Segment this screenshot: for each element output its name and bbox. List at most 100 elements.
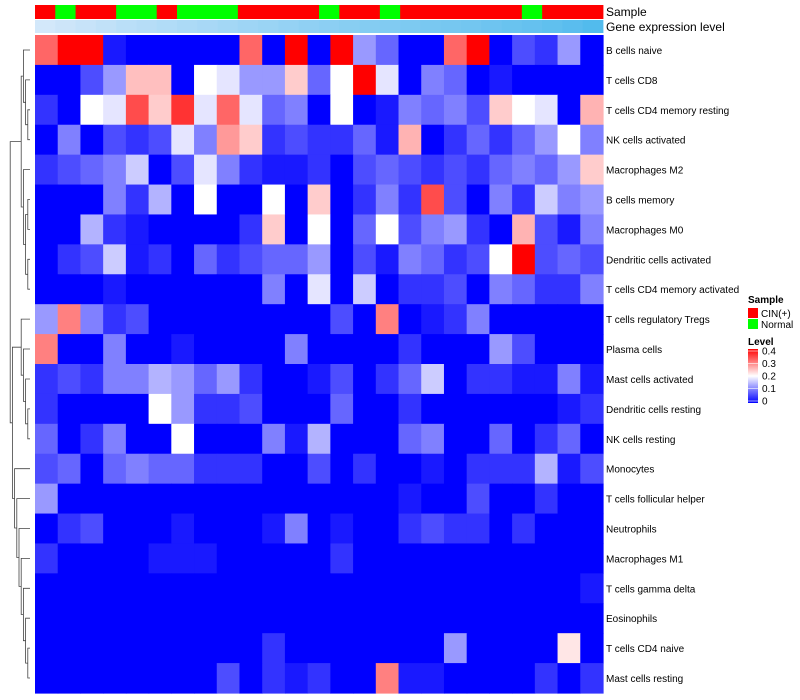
heatmap-cell [216, 214, 241, 245]
heatmap-cell [512, 154, 536, 186]
heatmap-cell [194, 35, 218, 66]
heatmap-cell [398, 244, 422, 275]
sample-annotation-cell [95, 5, 117, 19]
heatmap-cell [35, 423, 59, 455]
heatmap-cell [80, 513, 104, 545]
heatmap-cell [194, 334, 218, 365]
heatmap-cell [330, 423, 354, 455]
legend-level-tick-label: 0.1 [762, 384, 776, 395]
heatmap-cell [307, 483, 331, 515]
heatmap-cell [580, 423, 604, 455]
heatmap-cell [307, 453, 331, 485]
heatmap-cell [307, 633, 331, 664]
heatmap-cell [443, 94, 468, 126]
heatmap-cell [262, 184, 286, 216]
heatmap-cell [443, 244, 468, 275]
heatmap-cell [125, 154, 150, 186]
heatmap-cell [57, 214, 82, 245]
heatmap-cell [216, 513, 241, 545]
heatmap-cell [284, 334, 309, 365]
heatmap-cell [443, 64, 468, 96]
heatmap-cell [557, 304, 581, 335]
heatmap-cell [35, 154, 59, 186]
heatmap-cell [330, 304, 354, 335]
heatmap-cell [216, 603, 241, 634]
heatmap-cell [330, 663, 354, 694]
heatmap-cell [239, 633, 263, 664]
heatmap-cell [421, 94, 445, 126]
heatmap-cell [443, 124, 468, 156]
heatmap-cell [534, 513, 559, 545]
heatmap-cell [239, 124, 263, 156]
heatmap-cell [398, 543, 422, 574]
heatmap-cell [284, 543, 309, 574]
heatmap-cell [398, 364, 422, 395]
heatmap-cell [262, 573, 286, 604]
heatmap-cell [171, 393, 195, 425]
heatmap-cell [194, 393, 218, 425]
heatmap-cell [375, 393, 400, 425]
expression-annotation-cell [339, 20, 360, 33]
heatmap-cell [512, 184, 536, 216]
heatmap-cell [489, 423, 513, 455]
heatmap-cell [375, 483, 400, 515]
heatmap-cell [284, 483, 309, 515]
heatmap-cell [307, 184, 331, 216]
heatmap-cell [103, 94, 127, 126]
heatmap-cell [57, 393, 82, 425]
heatmap-cell [421, 663, 445, 694]
heatmap-cell [103, 603, 127, 634]
heatmap-cell [80, 184, 104, 216]
heatmap-cell [421, 124, 445, 156]
heatmap-cell [330, 543, 354, 574]
heatmap-cell [125, 633, 150, 664]
heatmap-cell [398, 64, 422, 96]
heatmap-cell [421, 154, 445, 186]
expression-annotation-cell [35, 20, 56, 33]
heatmap-cell [421, 214, 445, 245]
expression-annotation-cell [217, 20, 239, 33]
row-label: Mast cells activated [606, 375, 693, 386]
heatmap-cell [580, 603, 604, 634]
heatmap-cell [125, 124, 150, 156]
heatmap-cell [534, 94, 559, 126]
heatmap-cell [35, 334, 59, 365]
heatmap-cell [148, 154, 172, 186]
heatmap-cell [353, 603, 377, 634]
heatmap-cell [239, 453, 263, 485]
heatmap-cell [557, 573, 581, 604]
heatmap-cell [375, 603, 400, 634]
heatmap-cell [489, 184, 513, 216]
heatmap-cell [375, 334, 400, 365]
heatmap-cell [489, 94, 513, 126]
legend-sample-title: Sample [748, 295, 784, 306]
heatmap-cell [398, 214, 422, 245]
sample-annotation-cell [35, 5, 56, 19]
heatmap-cell [103, 483, 127, 515]
heatmap-cell [443, 453, 468, 485]
heatmap-cell [398, 453, 422, 485]
heatmap-cell [398, 154, 422, 186]
heatmap-cell [194, 543, 218, 574]
heatmap-cell [239, 334, 263, 365]
heatmap-cell [216, 334, 241, 365]
heatmap-cell [580, 154, 604, 186]
heatmap-cell [239, 513, 263, 545]
heatmap-cell [353, 543, 377, 574]
row-label: Dendritic cells resting [606, 405, 701, 416]
heatmap-cell [307, 393, 331, 425]
heatmap-cell [466, 304, 490, 335]
heatmap-cell [171, 214, 195, 245]
heatmap-cell [216, 543, 241, 574]
heatmap-cell [216, 393, 241, 425]
heatmap-cell [171, 64, 195, 96]
row-label: Macrophages M0 [606, 225, 684, 236]
heatmap-cell [35, 663, 59, 694]
expression-annotation-cell [116, 20, 137, 33]
heatmap-cell [35, 274, 59, 305]
heatmap-cell [466, 94, 490, 126]
heatmap-cell [262, 423, 286, 455]
heatmap-cell [466, 393, 490, 425]
heatmap-cell [580, 573, 604, 604]
row-label: NK cells resting [606, 435, 675, 446]
